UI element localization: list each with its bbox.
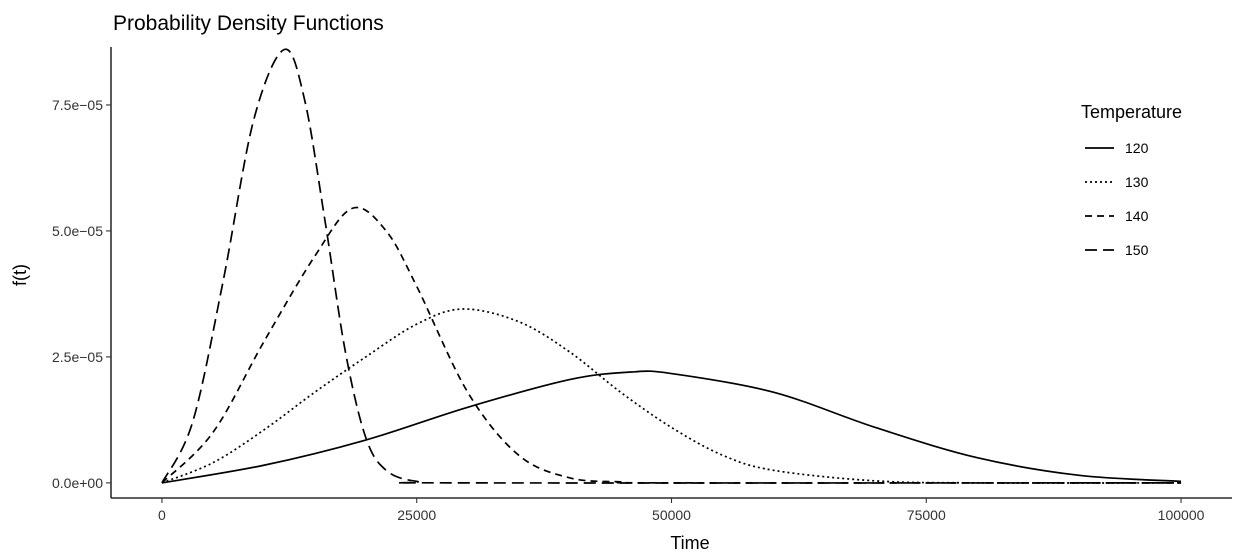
y-axis-title: f(t) (10, 264, 30, 286)
y-axis-ticks: 0.0e+00 2.5e−05 5.0e−05 7.5e−05 (52, 97, 111, 491)
y-tick-label: 5.0e−05 (52, 223, 103, 239)
series-line-130 (161, 308, 1182, 484)
y-tick-label: 7.5e−05 (52, 97, 103, 113)
x-tick-label: 100000 (1158, 507, 1205, 523)
legend-label: 130 (1125, 174, 1149, 190)
y-tick-label: 0.0e+00 (52, 475, 103, 491)
series-line-120 (161, 370, 1182, 484)
legend-label: 120 (1125, 140, 1149, 156)
x-tick-label: 75000 (907, 507, 946, 523)
x-tick-label: 50000 (652, 507, 691, 523)
legend-items: 120 130 140 150 (1085, 140, 1149, 258)
series-line-150 (161, 48, 1182, 484)
legend-title: Temperature (1081, 102, 1182, 122)
chart-title: Probability Density Functions (113, 12, 384, 35)
legend-label: 150 (1125, 242, 1149, 258)
x-tick-label: 0 (158, 507, 166, 523)
series-line-140 (161, 206, 1182, 484)
y-tick-label: 2.5e−05 (52, 349, 103, 365)
series-lines (161, 48, 1182, 484)
legend: Temperature 120 130 140 150 (1081, 102, 1182, 258)
x-axis-ticks: 0 25000 50000 75000 100000 (158, 498, 1205, 523)
x-tick-label: 25000 (397, 507, 436, 523)
x-axis-title: Time (670, 533, 709, 553)
legend-label: 140 (1125, 208, 1149, 224)
